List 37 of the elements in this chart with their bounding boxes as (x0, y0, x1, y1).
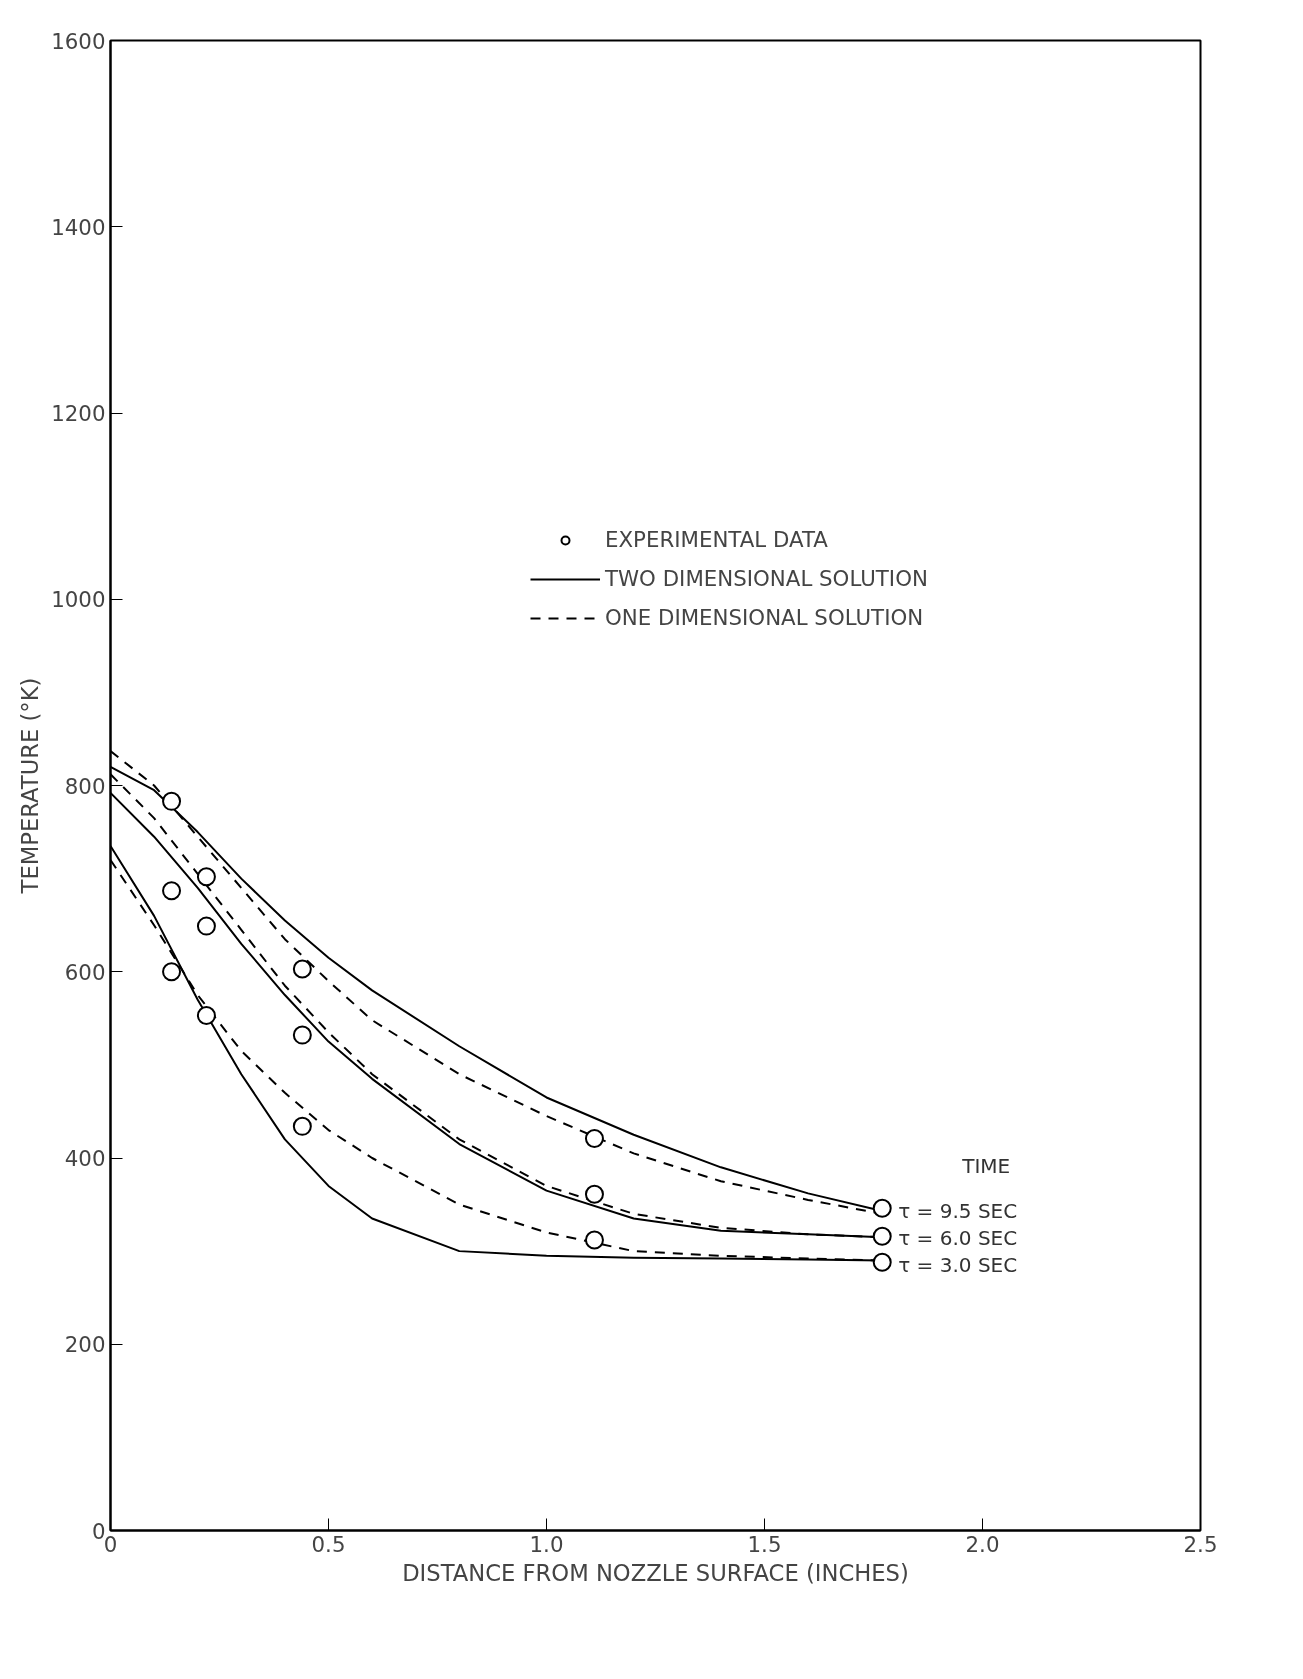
annotation: τ = 6.0 SEC (898, 1226, 1018, 1251)
legend-label: TWO DIMENSIONAL SOLUTION (605, 566, 928, 591)
y-tick-label: 400 (64, 1146, 106, 1171)
annotation: τ = 9.5 SEC (898, 1199, 1018, 1224)
x-tick-label: 1.5 (747, 1531, 782, 1557)
y-tick-label: 1200 (51, 401, 106, 426)
annotation: TIME (961, 1154, 1011, 1179)
point (872, 1252, 892, 1272)
point (872, 1198, 892, 1218)
point (584, 1128, 604, 1148)
point (196, 867, 216, 887)
y-tick-label: 800 (64, 773, 106, 799)
y-tick-label: 1000 (51, 587, 106, 613)
x-tick-label: 2.0 (965, 1531, 1000, 1557)
point (196, 1006, 216, 1025)
y-tick-label: 1600 (51, 28, 106, 54)
legend-label: ONE DIMENSIONAL SOLUTION (605, 605, 924, 630)
legend-label: EXPERIMENTAL DATA (605, 527, 828, 552)
annotation: τ = 3.0 SEC (898, 1253, 1018, 1278)
point (584, 1230, 604, 1250)
point (292, 959, 312, 979)
point (872, 1226, 892, 1246)
x-tick-label: 1.0 (529, 1531, 564, 1557)
point (162, 962, 182, 982)
x-tick-label: 2.5 (1183, 1531, 1218, 1557)
point (292, 1025, 312, 1045)
x-tick-label: 0.5 (311, 1531, 346, 1557)
point (162, 791, 182, 811)
y-axis-title: TEMPERATURE (°K) (17, 677, 44, 895)
y-tick-label: 200 (64, 1332, 106, 1358)
point (196, 916, 216, 936)
point (162, 881, 182, 901)
point (292, 1116, 312, 1136)
y-tick-label: 1400 (51, 214, 106, 240)
point (584, 1184, 604, 1204)
x-axis-title: DISTANCE FROM NOZZLE SURFACE (INCHES) (402, 1559, 909, 1586)
y-tick-label: 600 (64, 959, 106, 985)
